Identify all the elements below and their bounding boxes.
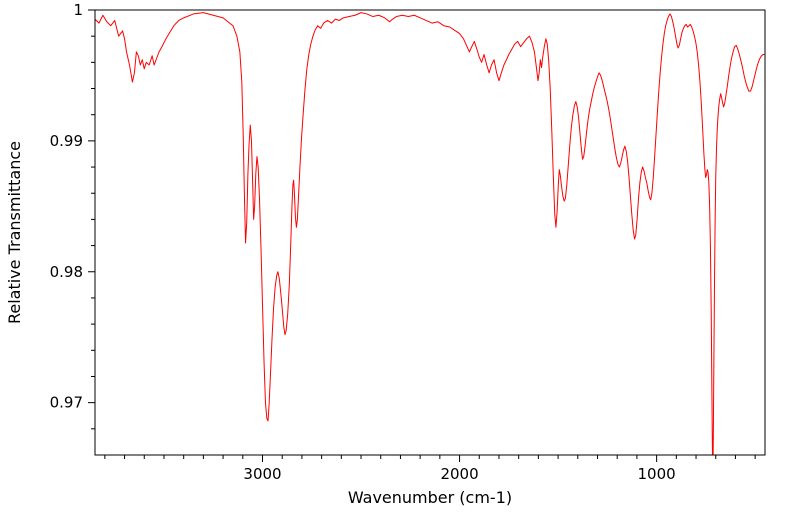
y-axis-label: Relative Transmittance [5, 141, 24, 324]
x-tick-label: 3000 [243, 465, 281, 483]
x-axis-tick-labels: 3000 2000 1000 [243, 465, 675, 483]
plot-area [95, 10, 765, 455]
y-axis-ticks [88, 9, 95, 430]
x-tick-label: 1000 [638, 465, 676, 483]
x-tick-label: 2000 [440, 465, 478, 483]
y-tick-label: 1 [73, 1, 83, 19]
x-axis-ticks [104, 455, 756, 462]
y-axis-tick-labels: 0.97 0.98 0.99 1 [50, 1, 83, 412]
y-tick-label: 0.98 [50, 263, 83, 281]
spectrum-curve [95, 12, 765, 455]
x-axis-label: Wavenumber (cm-1) [348, 488, 512, 507]
y-tick-label: 0.97 [50, 394, 83, 412]
plot-frame [94, 9, 766, 456]
y-tick-label: 0.99 [50, 132, 83, 150]
